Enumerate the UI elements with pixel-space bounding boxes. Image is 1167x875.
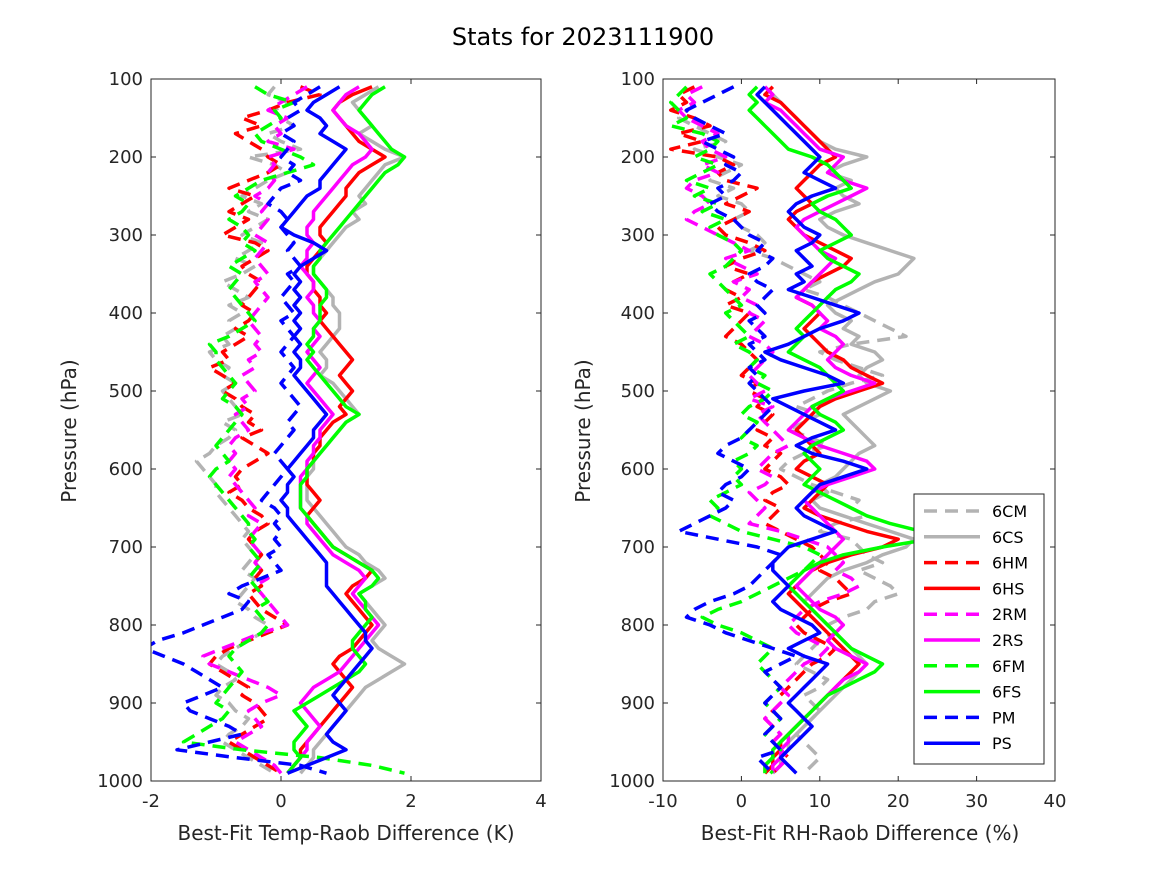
temperature-y-tick-label: 100 <box>109 69 143 90</box>
legend-label: 6HS <box>992 579 1024 598</box>
humidity-y-tick-label: 300 <box>621 225 655 246</box>
legend-entry-6hm: 6HM <box>924 554 1028 573</box>
legend-entry-2rm: 2RM <box>924 605 1027 624</box>
legend-label: 2RM <box>992 605 1027 624</box>
temperature-x-tick-label: 0 <box>275 791 286 812</box>
temperature-y-tick-label: 200 <box>109 147 143 168</box>
temperature-series-pm <box>151 85 328 775</box>
temperature-y-tick-label: 900 <box>109 693 143 714</box>
temperature-y-tick-label: 800 <box>109 615 143 636</box>
temperature-series-6fm <box>181 85 405 775</box>
humidity-y-tick-label: 600 <box>621 459 655 480</box>
humidity-series-2rs <box>763 85 877 774</box>
humidity-y-tick-label: 100 <box>621 69 655 90</box>
temperature-series-group <box>151 85 407 775</box>
legend-entry-6cs: 6CS <box>924 528 1024 547</box>
humidity-x-axis-label: Best-Fit RH-Raob Difference (%) <box>701 821 1020 845</box>
temperature-series-ps <box>279 85 374 775</box>
humidity-axes-frame <box>662 78 1056 782</box>
legend-label: PS <box>992 734 1012 753</box>
temperature-y-axis-label: Pressure (hPa) <box>57 359 81 502</box>
temperature-axes-frame <box>150 78 542 782</box>
humidity-y-tick-label: 800 <box>621 615 655 636</box>
humidity-series-6cm <box>676 85 908 775</box>
temperature-x-axis-label: Best-Fit Temp-Raob Difference (K) <box>177 821 514 845</box>
legend-label: 6FM <box>992 657 1025 676</box>
legend-label: 6CS <box>992 528 1024 547</box>
humidity-y-tick-label: 200 <box>621 147 655 168</box>
humidity-y-tick-label: 900 <box>621 693 655 714</box>
legend-entry-pm: PM <box>924 708 1015 727</box>
figure-title: Stats for 2023111900 <box>452 23 714 51</box>
humidity-y-tick-label: 1000 <box>609 771 655 792</box>
humidity-x-tick-label: 0 <box>736 791 747 812</box>
temperature-x-tick-label: -2 <box>142 791 160 812</box>
humidity-y-tick-label: 400 <box>621 303 655 324</box>
legend-entry-6fs: 6FS <box>924 683 1021 702</box>
legend-entry-6hs: 6HS <box>924 579 1024 598</box>
legend-label: PM <box>992 708 1015 727</box>
temperature-series-6hs <box>286 85 387 775</box>
humidity-series-group <box>669 85 932 775</box>
legend-entry-6fm: 6FM <box>924 657 1025 676</box>
humidity-series-6fs <box>747 85 932 774</box>
temperature-plot-area <box>151 79 541 781</box>
legend-label: 2RS <box>992 631 1023 650</box>
humidity-x-tick-label: 30 <box>965 791 988 812</box>
legend-entry-ps: PS <box>924 734 1012 753</box>
temperature-series-6hm <box>207 85 322 775</box>
legend-label: 6CM <box>992 502 1027 521</box>
humidity-x-tick-label: 20 <box>887 791 910 812</box>
temperature-y-tick-label: 500 <box>109 381 143 402</box>
humidity-y-tick-label: 700 <box>621 537 655 558</box>
humidity-x-tick-label: 10 <box>808 791 831 812</box>
legend-label: 6FS <box>992 683 1021 702</box>
temperature-y-tick-label: 600 <box>109 459 143 480</box>
humidity-y-tick-label: 500 <box>621 381 655 402</box>
humidity-x-tick-label: -10 <box>648 791 677 812</box>
legend-entry-2rs: 2RS <box>924 631 1023 650</box>
legend-box <box>913 493 1045 765</box>
temperature-y-tick-label: 700 <box>109 537 143 558</box>
temperature-y-tick-label: 1000 <box>97 771 143 792</box>
temperature-series-2rs <box>286 85 381 775</box>
legend: 6CM 6CS 6HM 6HS 2RM 2RS 6FM 6FS PM PS <box>913 493 1045 765</box>
temperature-x-tick-label: 2 <box>405 791 416 812</box>
humidity-y-axis-label: Pressure (hPa) <box>571 359 595 502</box>
humidity-series-pm <box>676 85 799 775</box>
legend-label: 6HM <box>992 554 1028 573</box>
legend-entry-6cm: 6CM <box>924 502 1027 521</box>
humidity-series-ps <box>755 85 869 775</box>
humidity-series-6hm <box>669 85 853 775</box>
temperature-y-tick-label: 400 <box>109 303 143 324</box>
temperature-panel: Best-Fit Temp-Raob Difference (K) Pressu… <box>57 69 547 845</box>
temperature-y-tick-label: 300 <box>109 225 143 246</box>
humidity-series-6cs <box>763 85 916 775</box>
temperature-x-tick-label: 4 <box>535 791 546 812</box>
temperature-series-2rm <box>201 85 308 775</box>
temperature-series-6cm <box>194 85 303 775</box>
humidity-x-tick-label: 40 <box>1044 791 1067 812</box>
